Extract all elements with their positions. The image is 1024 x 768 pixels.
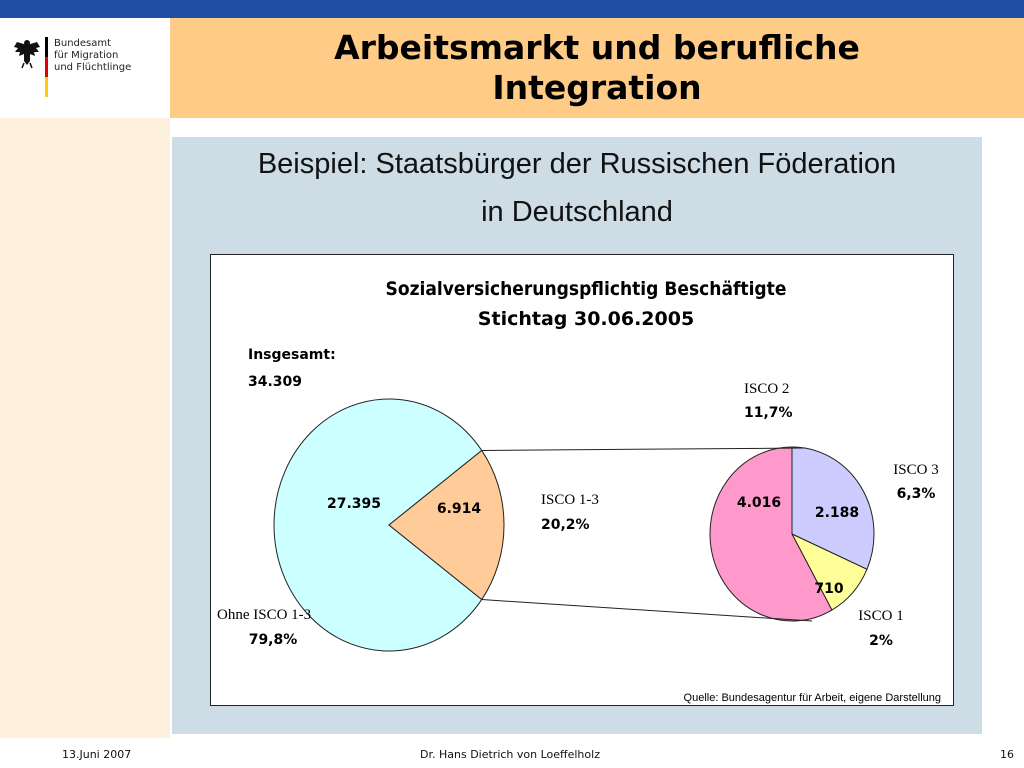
chart-box: 27.395 6.914 4.016 2.188 710 ISCO 2 11,7% ISCO … xyxy=(210,254,954,706)
label-isco-1-3: ISCO 1-3 xyxy=(541,492,599,508)
logo: Bundesamt für Migration und Flüchtlinge xyxy=(0,18,170,118)
pie-chart: 27.395 6.914 4.016 2.188 710 ISCO 2 11,7% ISCO … xyxy=(217,278,941,704)
chart-title-line-2: Stichtag 30.06.2005 xyxy=(478,308,694,330)
percent-isco-2: 11,7% xyxy=(744,405,793,421)
footer-date: 13.Juni 2007 xyxy=(62,748,132,761)
connector-line-top xyxy=(481,447,807,451)
percent-isco-3: 6,3% xyxy=(897,486,936,502)
flag-bar-black xyxy=(45,37,48,57)
subtitle-line-1: Beispiel: Staatsbürger der Russischen Fö… xyxy=(257,148,897,180)
page-title: Arbeitsmarkt und berufliche Integration xyxy=(334,28,860,108)
logo-line-1: Bundesamt xyxy=(54,38,112,49)
chart-title-line-1: Sozialversicherungspflichtig Beschäftigt… xyxy=(386,278,787,300)
logo-text: Bundesamt für Migration und Flüchtlinge xyxy=(54,38,131,74)
footer: 13.Juni 2007 Dr. Hans Dietrich von Loeff… xyxy=(0,744,1024,768)
footer-author: Dr. Hans Dietrich von Loeffelholz xyxy=(420,748,600,761)
main-pie-slice-isco-1-3 xyxy=(388,449,505,601)
percent-isco-1: 2% xyxy=(869,633,893,649)
source-note: Quelle: Bundesagentur für Arbeit, eigene… xyxy=(684,692,941,704)
logo-line-3: und Flüchtlinge xyxy=(54,62,132,73)
main-pie-value-isco-1-3: 6.914 xyxy=(437,501,482,517)
connector-line-bottom xyxy=(481,599,813,622)
subtitle: Beispiel: Staatsbürger der Russischen Fö… xyxy=(172,140,982,236)
detail-pie-value-isco-3: 2.188 xyxy=(815,505,859,521)
detail-pie-value-isco-2: 4.016 xyxy=(737,495,781,511)
total-value: 34.309 xyxy=(248,374,302,390)
subtitle-line-2: in Deutschland xyxy=(481,196,673,228)
label-isco-2: ISCO 2 xyxy=(744,381,789,397)
label-isco-1: ISCO 1 xyxy=(858,608,903,624)
title-line-1: Arbeitsmarkt und berufliche xyxy=(334,28,860,67)
flag-bars xyxy=(45,37,48,97)
percent-ohne-isco: 79,8% xyxy=(249,632,298,648)
flag-bar-red xyxy=(45,57,48,77)
logo-line-2: für Migration xyxy=(54,50,119,61)
detail-pie-slice-isco-3 xyxy=(791,446,875,570)
percent-isco-1-3: 20,2% xyxy=(541,517,590,533)
sidebar xyxy=(0,118,170,738)
top-bar xyxy=(0,0,1024,18)
main-pie-value-ohne-isco: 27.395 xyxy=(327,496,381,512)
main-pie-slice-ohne-isco xyxy=(273,398,483,652)
total-label: Insgesamt: xyxy=(248,347,336,363)
label-ohne-isco: Ohne ISCO 1-3 xyxy=(217,607,311,623)
detail-pie-slice-isco-2 xyxy=(709,446,833,622)
eagle-icon xyxy=(14,40,40,69)
title-line-2: Integration xyxy=(492,68,702,107)
label-isco-3: ISCO 3 xyxy=(893,462,938,478)
flag-bar-gold xyxy=(45,77,48,97)
footer-page-number: 16 xyxy=(1000,748,1014,761)
title-area: Arbeitsmarkt und berufliche Integration xyxy=(170,18,1024,118)
detail-pie-value-isco-1: 710 xyxy=(814,581,843,597)
